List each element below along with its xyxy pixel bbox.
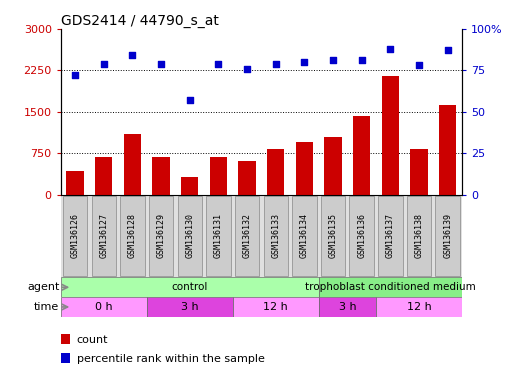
Text: GSM136133: GSM136133 <box>271 214 280 258</box>
Bar <box>410 149 428 195</box>
Bar <box>382 76 399 195</box>
Bar <box>147 297 233 317</box>
Bar <box>439 105 456 195</box>
Bar <box>353 116 370 195</box>
Point <box>386 46 394 52</box>
Text: GSM136126: GSM136126 <box>71 214 80 258</box>
FancyBboxPatch shape <box>177 196 202 276</box>
Bar <box>181 177 199 195</box>
Bar <box>233 297 319 317</box>
Text: GSM136137: GSM136137 <box>386 214 395 258</box>
Bar <box>319 277 462 297</box>
Text: GSM136130: GSM136130 <box>185 214 194 258</box>
FancyBboxPatch shape <box>120 196 145 276</box>
Bar <box>319 297 376 317</box>
Text: GSM136129: GSM136129 <box>156 214 166 258</box>
FancyBboxPatch shape <box>206 196 231 276</box>
Bar <box>239 161 256 195</box>
Text: agent: agent <box>27 282 59 292</box>
Bar <box>296 142 313 195</box>
Bar <box>210 157 227 195</box>
FancyBboxPatch shape <box>407 196 431 276</box>
Text: GSM136136: GSM136136 <box>357 214 366 258</box>
Point <box>71 72 79 78</box>
FancyBboxPatch shape <box>292 196 316 276</box>
Point <box>128 52 137 58</box>
Text: GSM136138: GSM136138 <box>414 214 423 258</box>
Text: GDS2414 / 44790_s_at: GDS2414 / 44790_s_at <box>61 14 219 28</box>
Point <box>300 59 308 65</box>
Point <box>157 61 165 67</box>
Text: 12 h: 12 h <box>407 302 431 312</box>
Point <box>214 61 223 67</box>
Text: 3 h: 3 h <box>338 302 356 312</box>
Bar <box>67 171 83 195</box>
FancyBboxPatch shape <box>263 196 288 276</box>
Point <box>271 61 280 67</box>
Text: count: count <box>77 335 108 345</box>
Text: control: control <box>172 282 208 292</box>
Point <box>357 57 366 63</box>
Bar <box>324 137 342 195</box>
Point <box>415 62 423 68</box>
Bar <box>124 134 141 195</box>
Point <box>444 47 452 53</box>
Bar <box>153 157 169 195</box>
Text: GSM136134: GSM136134 <box>300 214 309 258</box>
Text: percentile rank within the sample: percentile rank within the sample <box>77 354 265 364</box>
FancyBboxPatch shape <box>235 196 259 276</box>
Point <box>243 66 251 72</box>
Text: GSM136135: GSM136135 <box>328 214 337 258</box>
FancyBboxPatch shape <box>321 196 345 276</box>
Bar <box>95 157 112 195</box>
Text: 3 h: 3 h <box>181 302 199 312</box>
Bar <box>61 277 319 297</box>
FancyBboxPatch shape <box>149 196 173 276</box>
Bar <box>61 297 147 317</box>
FancyBboxPatch shape <box>350 196 374 276</box>
FancyBboxPatch shape <box>378 196 402 276</box>
Text: 0 h: 0 h <box>95 302 112 312</box>
Text: GSM136127: GSM136127 <box>99 214 108 258</box>
Bar <box>267 149 284 195</box>
Text: GSM136131: GSM136131 <box>214 214 223 258</box>
Text: GSM136128: GSM136128 <box>128 214 137 258</box>
Text: trophoblast conditioned medium: trophoblast conditioned medium <box>305 282 476 292</box>
Text: GSM136139: GSM136139 <box>443 214 452 258</box>
Point <box>329 57 337 63</box>
Text: time: time <box>34 302 59 312</box>
FancyBboxPatch shape <box>63 196 87 276</box>
FancyBboxPatch shape <box>91 196 116 276</box>
Text: 12 h: 12 h <box>263 302 288 312</box>
Point <box>185 97 194 103</box>
Bar <box>376 297 462 317</box>
FancyBboxPatch shape <box>436 196 460 276</box>
Point <box>99 61 108 67</box>
Text: GSM136132: GSM136132 <box>242 214 251 258</box>
